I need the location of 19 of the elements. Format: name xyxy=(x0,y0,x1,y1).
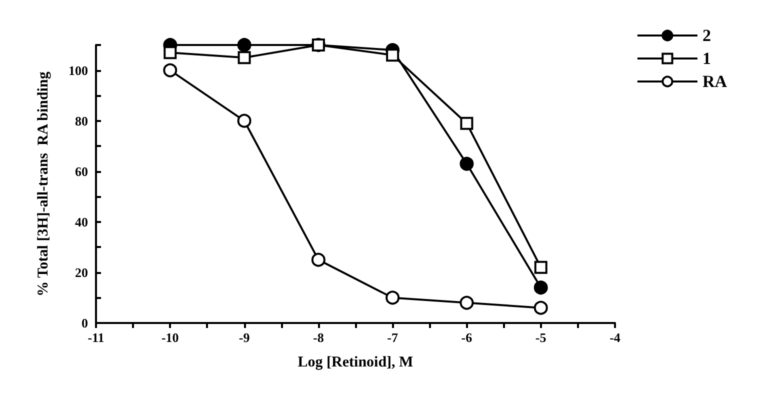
x-tick-label: -9 xyxy=(238,330,250,345)
y-tick-label: 60 xyxy=(75,164,88,179)
x-axis-title: Log [Retinoid], M xyxy=(298,354,414,370)
y-axis-title: % Total [3H]-all-trans RA binding xyxy=(36,71,52,296)
legend-label: RA xyxy=(702,72,728,91)
x-tick-label: -8 xyxy=(313,330,324,345)
y-tick-label: 100 xyxy=(68,62,88,78)
x-tick-label: -11 xyxy=(88,330,104,345)
x-tick-label: -10 xyxy=(161,330,179,345)
y-tick-label: 0 xyxy=(82,316,88,330)
x-tick-label: -7 xyxy=(387,330,398,345)
legend-label: 2 xyxy=(702,26,711,45)
y-tick-label: 20 xyxy=(75,264,88,280)
y-tick-label: 80 xyxy=(75,113,88,128)
y-tick-label: 40 xyxy=(75,214,88,230)
x-tick-label: -4 xyxy=(610,330,621,345)
legend-label: 1 xyxy=(702,49,711,68)
x-tick-label: -6 xyxy=(461,330,473,345)
x-tick-label: -5 xyxy=(535,330,547,345)
